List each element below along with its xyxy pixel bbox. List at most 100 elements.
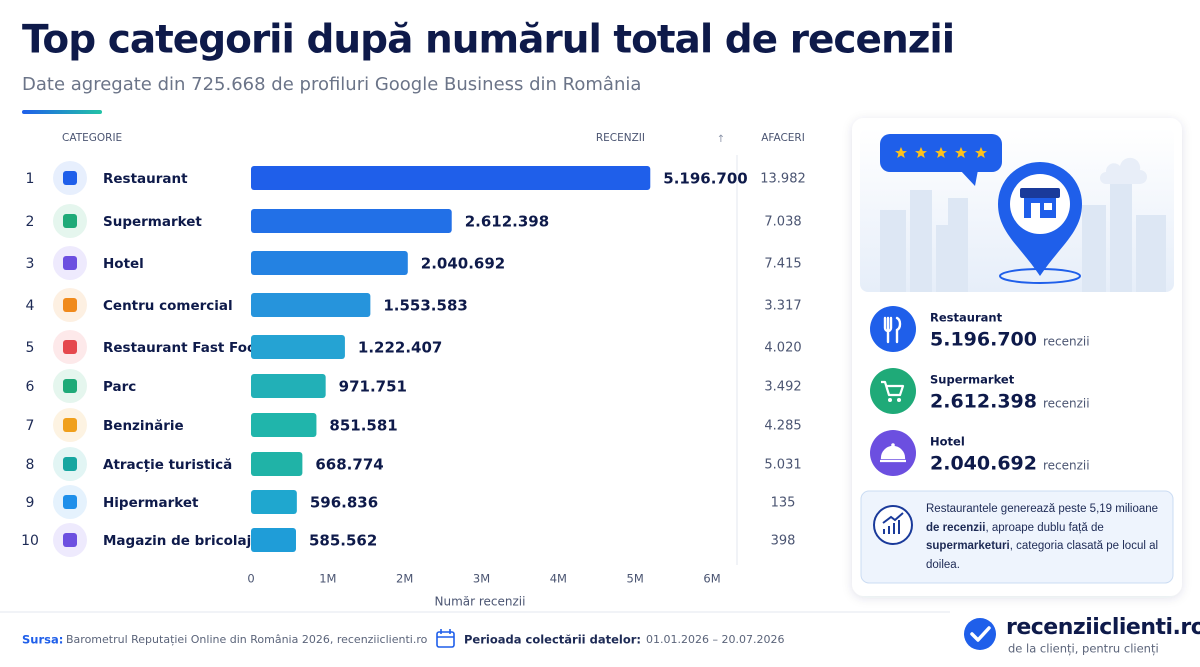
insight-segment: , aproape dublu față de xyxy=(985,521,1104,534)
insight-text: Restaurantele generează peste 5,19 milio… xyxy=(926,500,1166,574)
category-label: Magazin de bricolaj xyxy=(103,533,251,549)
rank: 2 xyxy=(26,214,35,230)
tagline: de la clienți, pentru clienți xyxy=(1008,642,1159,656)
x-tick-label: 1M xyxy=(319,572,336,586)
period-label: Perioada colectării datelor: xyxy=(464,633,641,647)
illustration xyxy=(860,128,1174,292)
x-axis-title: Număr recenzii xyxy=(435,595,526,609)
category-label: Centru comercial xyxy=(103,298,233,314)
value-label: 1.222.407 xyxy=(358,339,442,357)
category-label: Restaurant Fast Food xyxy=(103,340,266,356)
sort-icon[interactable]: ↑ xyxy=(717,134,725,145)
category-icon xyxy=(63,214,77,228)
rank: 6 xyxy=(26,379,35,395)
column-header: RECENZII xyxy=(596,132,645,144)
rank: 4 xyxy=(26,298,35,314)
insight-icon xyxy=(882,512,904,534)
accent-line xyxy=(22,110,102,114)
category-icon xyxy=(63,379,77,393)
category-label: Benzinărie xyxy=(103,418,184,434)
category-icon xyxy=(63,340,77,354)
bar xyxy=(251,251,408,275)
highlight-value: 5.196.700 xyxy=(930,329,1037,351)
businesses: 13.982 xyxy=(760,172,806,187)
category-label: Restaurant xyxy=(103,171,188,187)
brand[interactable]: recenziiclienti.ro xyxy=(1006,615,1200,640)
businesses: 4.020 xyxy=(764,341,801,356)
businesses: 7.415 xyxy=(764,257,801,272)
bar xyxy=(251,528,296,552)
bar xyxy=(251,166,651,190)
x-tick-label: 6M xyxy=(703,572,720,586)
category-icon xyxy=(63,533,77,547)
insight-segment: supermarketuri xyxy=(926,540,1010,552)
highlight-name: Hotel xyxy=(930,435,965,449)
businesses: 3.317 xyxy=(764,299,801,314)
value-label: 596.836 xyxy=(310,494,378,512)
bar xyxy=(251,490,297,514)
category-label: Parc xyxy=(103,379,136,395)
businesses: 135 xyxy=(771,496,796,511)
insight-segment: , categoria clasată pe locul al doilea. xyxy=(926,540,1159,571)
value-label: 585.562 xyxy=(309,532,377,550)
value-label: 2.612.398 xyxy=(465,213,549,231)
businesses: 5.031 xyxy=(764,458,801,473)
highlight-value: 2.612.398 xyxy=(930,391,1037,413)
value-label: 971.751 xyxy=(339,378,407,396)
value-label: 668.774 xyxy=(315,456,383,474)
highlight-unit: recenzii xyxy=(1043,397,1090,411)
category-icon xyxy=(63,171,77,185)
category-label: Atracție turistică xyxy=(103,457,232,473)
highlight-value: 2.040.692 xyxy=(930,453,1037,475)
category-icon xyxy=(63,418,77,432)
bar xyxy=(251,413,317,437)
businesses: 7.038 xyxy=(764,215,801,230)
category-icon xyxy=(63,298,77,312)
category-icon xyxy=(63,457,77,471)
x-tick-label: 4M xyxy=(550,572,567,586)
x-tick-label: 5M xyxy=(627,572,644,586)
insight-segment: Restaurantele generează peste 5,19 milio… xyxy=(926,503,1159,515)
bar xyxy=(251,209,452,233)
rank: 5 xyxy=(26,340,35,356)
bar xyxy=(251,335,345,359)
source-label: Sursa: xyxy=(22,633,63,647)
highlight-name: Restaurant xyxy=(930,311,1003,325)
highlight-name: Supermarket xyxy=(930,373,1015,387)
column-header: CATEGORIE xyxy=(62,132,122,144)
category-label: Hotel xyxy=(103,256,144,272)
rank: 7 xyxy=(26,418,35,434)
category-label: Hipermarket xyxy=(103,495,199,511)
category-icon xyxy=(63,256,77,270)
bar xyxy=(251,452,303,476)
highlight-unit: recenzii xyxy=(1043,459,1090,473)
highlight-unit: recenzii xyxy=(1043,335,1090,349)
insight-box xyxy=(860,490,1174,584)
rank: 10 xyxy=(21,533,39,549)
bar xyxy=(251,374,326,398)
insight-segment: de recenzii xyxy=(926,521,986,534)
brand-logo[interactable] xyxy=(964,618,996,650)
period: 01.01.2026 – 20.07.2026 xyxy=(646,633,784,646)
title: Top categorii după numărul total de rece… xyxy=(22,18,954,63)
value-label: 5.196.700 xyxy=(663,170,747,188)
highlights: Restaurant 5.196.700 recenzii Supermarke… xyxy=(870,306,1090,476)
businesses: 398 xyxy=(771,534,796,549)
x-tick-label: 3M xyxy=(473,572,490,586)
calendar-icon xyxy=(436,629,455,648)
category-label: Supermarket xyxy=(103,214,202,230)
x-tick-label: 2M xyxy=(396,572,413,586)
bar xyxy=(251,293,371,317)
column-header: AFACERI xyxy=(761,132,805,144)
subtitle: Date agregate din 725.668 de profiluri G… xyxy=(22,74,641,95)
x-tick-label: 0 xyxy=(247,572,254,586)
rank: 9 xyxy=(26,495,35,511)
rank: 1 xyxy=(26,171,35,187)
value-label: 2.040.692 xyxy=(421,255,505,273)
value-label: 1.553.583 xyxy=(383,297,467,315)
rank: 8 xyxy=(26,457,35,473)
rank: 3 xyxy=(26,256,35,272)
businesses: 4.285 xyxy=(764,419,801,434)
